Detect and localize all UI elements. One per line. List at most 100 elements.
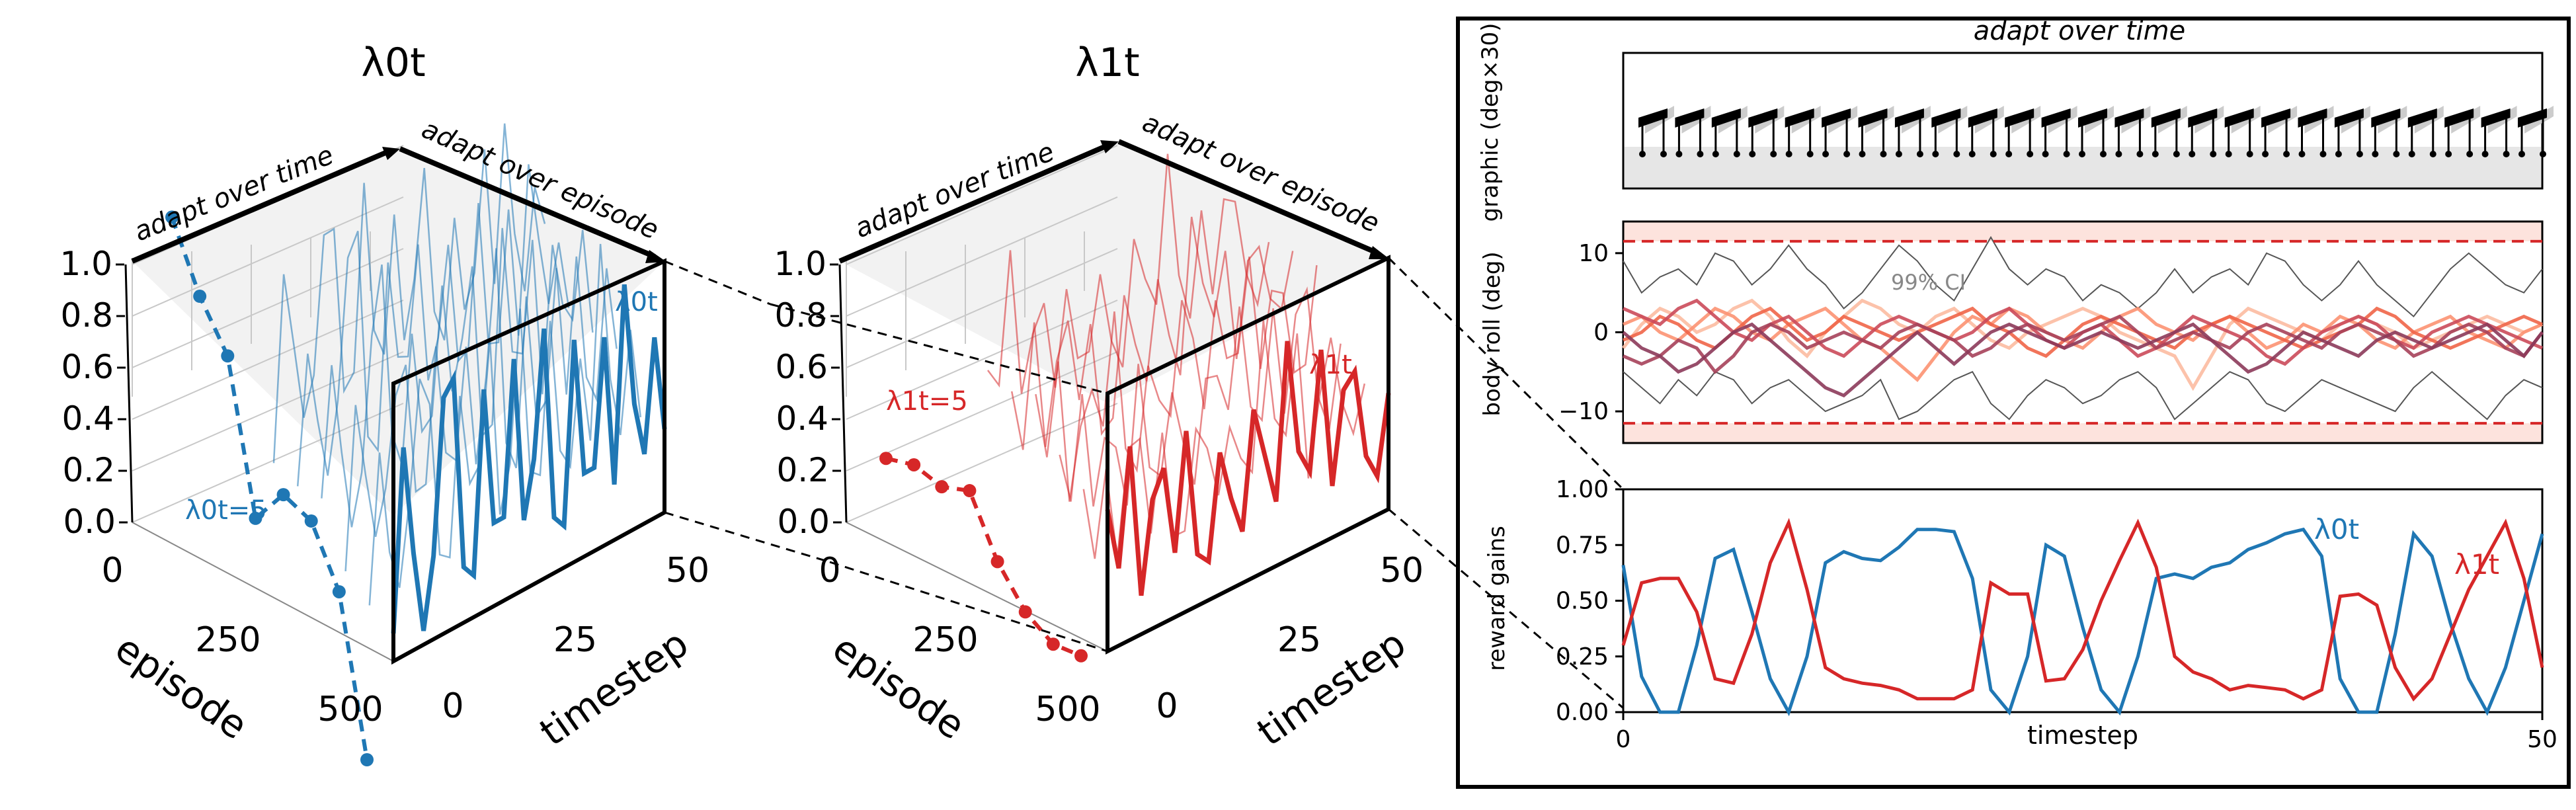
glyph-foot xyxy=(2189,151,2196,157)
glyph-foot xyxy=(2298,151,2306,157)
glyph xyxy=(1638,106,1674,157)
glyph-body xyxy=(2481,108,2511,128)
glyph xyxy=(2407,106,2444,157)
arrow-time-line xyxy=(838,143,1109,264)
glyph-foot xyxy=(1639,151,1646,157)
glyph xyxy=(2481,106,2517,157)
glyph-foot xyxy=(2027,151,2034,157)
glyph xyxy=(2518,106,2554,157)
timestep-axis-label: timestep xyxy=(1249,621,1414,755)
connector-bottom-bc xyxy=(1388,508,1627,712)
grid-line xyxy=(846,403,1118,523)
grid-line xyxy=(132,196,404,317)
gains-y-tick-label: 1.00 xyxy=(1556,476,1609,503)
z-tick-label: 0.2 xyxy=(776,451,829,489)
glyph-foot xyxy=(1675,151,1683,157)
panel-lambda0-title: λ0t xyxy=(361,40,425,86)
slice-point xyxy=(907,458,921,471)
panel-lambda1-3d: λ1t adapt over time adapt over episode 0… xyxy=(774,40,1424,754)
slice-point xyxy=(249,511,262,525)
episode-curve xyxy=(986,153,1270,394)
z-tick-label: 0.6 xyxy=(61,348,114,386)
gains-legend-lambda1: λ1t xyxy=(2454,548,2499,581)
glyph-foot xyxy=(2445,151,2452,157)
connector-top-ab xyxy=(664,260,771,305)
glyph-body xyxy=(2371,108,2401,128)
slice-point xyxy=(165,210,179,224)
slice-point xyxy=(193,290,207,304)
z-tick-label: 0.4 xyxy=(776,399,828,438)
strip-ylabel: graphic (deg×30) xyxy=(1477,23,1504,222)
glyph-body xyxy=(2078,108,2107,128)
gains-series-line xyxy=(1621,527,2544,717)
glyph-foot xyxy=(1953,151,1960,157)
back-pane xyxy=(132,149,664,516)
glyph xyxy=(2188,106,2224,157)
timestep-tick-25: 25 xyxy=(553,620,597,660)
glyph-body xyxy=(1968,108,1997,128)
glyph-foot xyxy=(2246,151,2253,157)
glyph-foot xyxy=(1749,151,1756,157)
z-tick-label: 0.8 xyxy=(60,296,113,335)
gains-y-tick-label: 0.25 xyxy=(1556,643,1609,670)
z-tick-labels: 0.0 0.2 0.4 0.6 0.8 1.0 xyxy=(60,245,128,541)
glyph-foot xyxy=(1785,151,1792,157)
gains-series-line xyxy=(1621,518,2544,702)
slice-point xyxy=(221,349,235,363)
arrow-episode-head xyxy=(645,250,666,263)
glyph-body xyxy=(1822,108,1851,128)
curve-label: λ1t xyxy=(1309,350,1352,380)
glyph-foot xyxy=(2503,151,2510,157)
glyph-foot xyxy=(2481,151,2489,157)
glyph-foot xyxy=(2042,151,2049,157)
z-tick-label: 0.2 xyxy=(62,451,115,489)
connector-top-ab-2 xyxy=(770,303,1108,395)
right-panel-frame xyxy=(1456,17,2571,789)
glyph-foot xyxy=(1932,151,1939,157)
slice-point xyxy=(963,484,977,498)
glyph-foot xyxy=(1895,151,1902,157)
glyph-foot xyxy=(2152,151,2159,157)
glyph-foot xyxy=(2356,151,2363,157)
z-axis xyxy=(124,264,134,523)
glyph-body xyxy=(2298,108,2327,128)
glyph xyxy=(1748,106,1785,157)
glyph-body xyxy=(1785,108,1814,128)
glyph-body xyxy=(2518,108,2547,128)
glyph-foot xyxy=(2518,151,2525,157)
final-episode-curve xyxy=(391,284,667,634)
slice-point xyxy=(332,585,346,598)
glyph xyxy=(2298,106,2334,157)
roll-series-line xyxy=(1622,298,2543,391)
ci-upper-line xyxy=(1623,235,2543,318)
glyph-body xyxy=(2261,108,2291,128)
z-tick-label: 0.0 xyxy=(63,503,116,541)
glyph xyxy=(1968,106,2004,157)
final-episode-curve xyxy=(1105,341,1391,596)
glyph-foot xyxy=(2466,151,2474,157)
glyph-foot xyxy=(1968,151,1976,157)
glyph-foot xyxy=(1859,151,1866,157)
roll-y-tick-label: 10 xyxy=(1578,240,1609,267)
curve-label: λ0t xyxy=(615,287,658,317)
gains-y-ticks: 0.00 0.25 0.50 0.75 1.00 xyxy=(1556,476,2544,726)
gains-frame xyxy=(1622,488,2544,713)
glyph-foot xyxy=(1880,151,1887,157)
glyph xyxy=(2151,106,2187,157)
glyph-body xyxy=(2224,108,2254,128)
glyph-body xyxy=(1638,108,1668,128)
slice-point xyxy=(304,514,318,528)
grid-line xyxy=(846,145,1118,265)
roll-y-tick-label: 0 xyxy=(1593,319,1609,346)
gains-x-tick-0: 0 xyxy=(1616,726,1631,753)
z-tick-label: 1.0 xyxy=(60,245,112,283)
glyph-body xyxy=(1675,108,1705,128)
slice-point xyxy=(360,753,374,766)
connector-top-bc xyxy=(1387,257,1628,494)
glyph-body xyxy=(1931,108,1961,128)
roll-y-ticks: 10 0 −10 xyxy=(1558,240,1623,425)
gains-x-tick-50: 50 xyxy=(2527,726,2557,753)
glyph-foot xyxy=(2173,151,2180,157)
z-tick-label: 0.6 xyxy=(775,348,828,386)
